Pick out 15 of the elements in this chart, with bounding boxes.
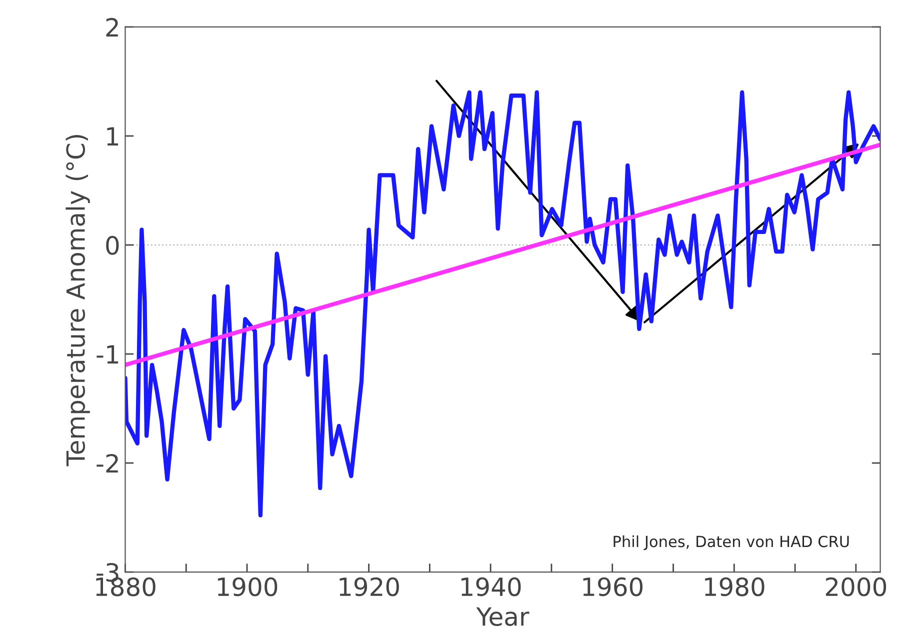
y-tick-label: 1 — [107, 127, 118, 146]
x-tick-label: 1960 — [583, 577, 643, 596]
y-tick-label: 2 — [106, 18, 118, 36]
x-tick-label: 1980 — [705, 577, 764, 596]
x-tick-label: 1900 — [218, 577, 278, 596]
y-tick-label: -1 — [96, 345, 118, 364]
x-tick-label: 2000 — [826, 577, 886, 596]
line-series — [125, 90, 880, 518]
y-tick-label: 0 — [106, 236, 119, 255]
y-axis-title: Temperature Anomaly (°C) — [66, 134, 90, 466]
y-tick-label: -2 — [96, 454, 118, 473]
x-tick-label: 1920 — [340, 577, 399, 596]
x-axis-title: Year — [476, 607, 530, 626]
annotation: Phil Jones, Daten von HAD CRU — [614, 535, 849, 550]
x-tick-label: 1940 — [462, 577, 521, 596]
